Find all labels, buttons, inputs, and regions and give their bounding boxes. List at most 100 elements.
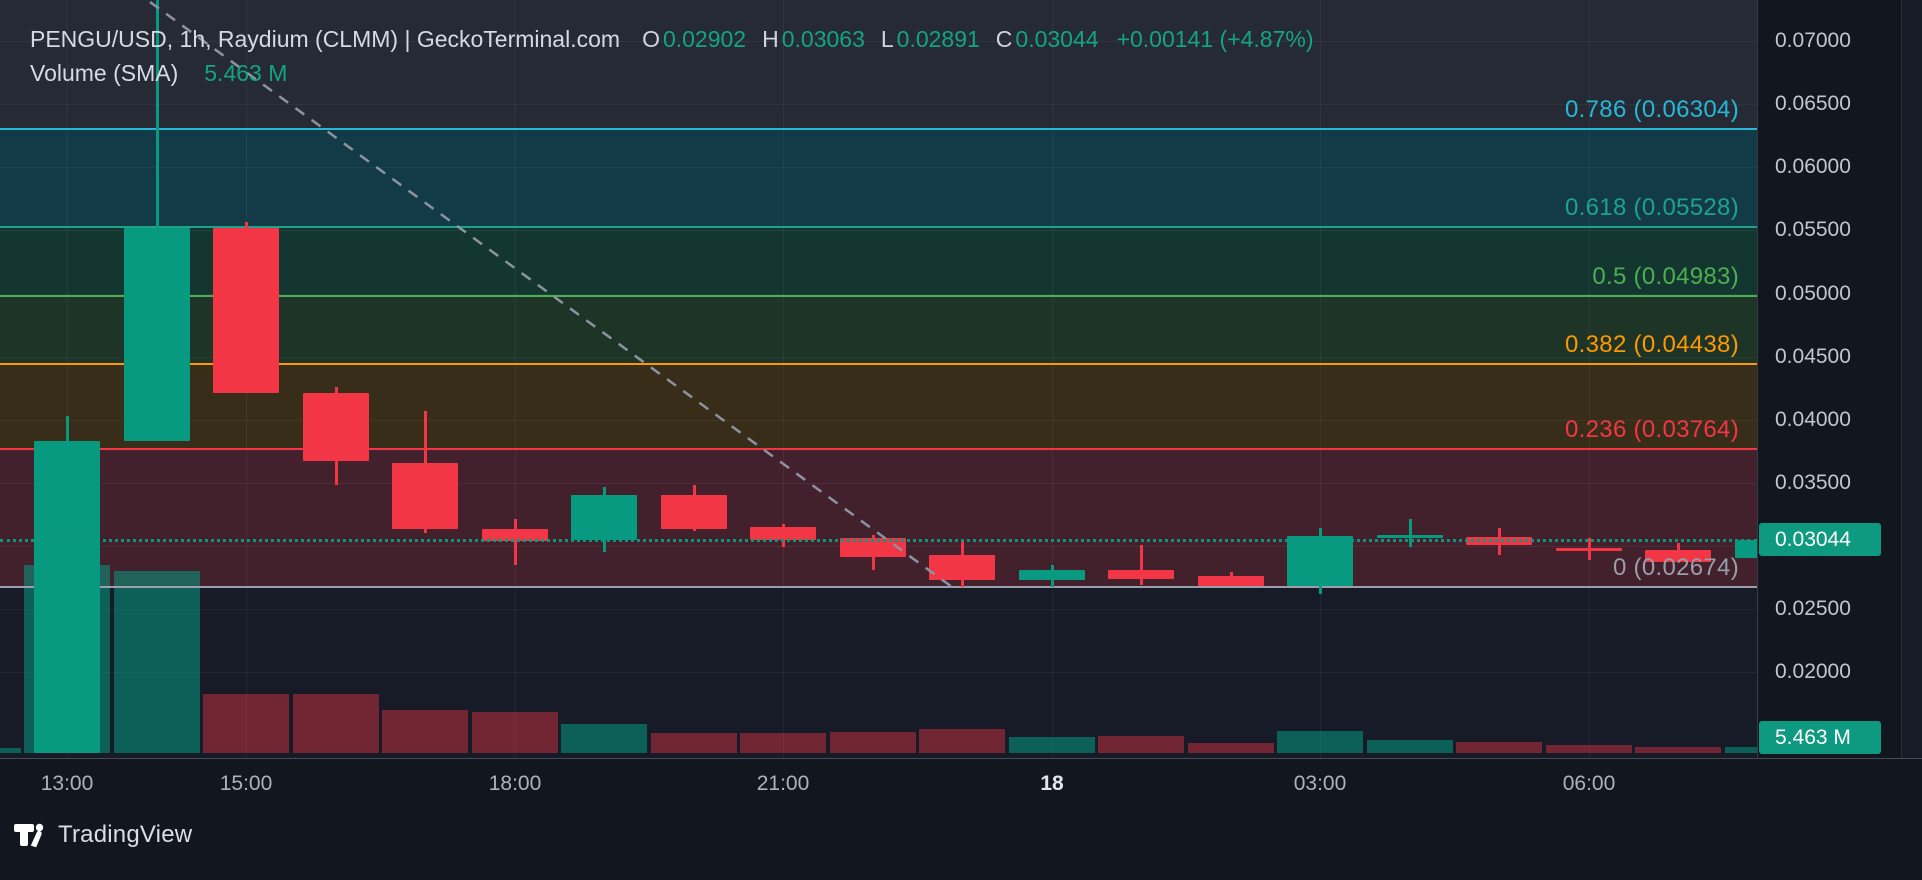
time-tick-label: 18:00 xyxy=(488,772,542,795)
price-tick-label: 0.06000 xyxy=(1775,155,1851,178)
candle-body xyxy=(661,495,727,529)
candle-body xyxy=(571,495,637,540)
price-tick-label: 0.05500 xyxy=(1775,218,1851,241)
candle-body xyxy=(1108,570,1174,579)
tradingview-logo-icon xyxy=(14,823,44,848)
candle-wick xyxy=(1140,545,1143,585)
symbol-legend-row: PENGU/USD, 1h, Raydium (CLMM) | GeckoTer… xyxy=(30,26,1314,53)
vertical-gridline xyxy=(515,0,516,758)
candle-body xyxy=(1198,576,1264,586)
volume-bar xyxy=(1188,743,1274,753)
volume-bar xyxy=(561,724,647,753)
fib-level-label-0.382: 0.382 (0.04438) xyxy=(1565,331,1739,358)
vertical-gridline xyxy=(67,0,68,758)
time-tick-label: 06:00 xyxy=(1562,772,1616,795)
price-tick-label: 0.02000 xyxy=(1775,660,1851,683)
volume-bar xyxy=(1367,740,1453,753)
horizontal-gridline xyxy=(0,672,1757,673)
ohlc-h: H 0.03063 xyxy=(762,26,865,52)
chart-pane[interactable]: PENGU/USD, 1h, Raydium (CLMM) | GeckoTer… xyxy=(0,0,1757,758)
volume-bar xyxy=(740,733,826,753)
volume-bar xyxy=(830,732,916,753)
last-price-line xyxy=(0,539,1757,542)
horizontal-gridline xyxy=(0,483,1757,484)
time-tick-label: 18 xyxy=(1040,772,1064,795)
tradingview-wordmark: TradingView xyxy=(58,821,193,848)
candle-body xyxy=(1287,536,1353,586)
fib-level-label-0.786: 0.786 (0.06304) xyxy=(1565,96,1739,123)
price-tick-label: 0.06500 xyxy=(1775,92,1851,115)
time-tick-label: 03:00 xyxy=(1293,772,1347,795)
fib-level-line-0[interactable] xyxy=(0,586,1757,588)
time-tick-label: 21:00 xyxy=(756,772,810,795)
horizontal-gridline xyxy=(0,420,1757,421)
price-tick-label: 0.07000 xyxy=(1775,29,1851,52)
candle-body xyxy=(1019,570,1085,580)
price-tick-label: 0.05000 xyxy=(1775,282,1851,305)
fib-level-label-0.236: 0.236 (0.03764) xyxy=(1565,416,1739,443)
volume-bar-partial xyxy=(0,748,21,753)
volume-bar xyxy=(114,571,200,753)
volume-bar xyxy=(1277,731,1363,753)
fib-level-line-0.236[interactable] xyxy=(0,448,1757,450)
ohlc-o: O 0.02902 xyxy=(642,26,747,52)
last-price-badge: 0.03044 xyxy=(1759,523,1881,556)
vertical-gridline xyxy=(1320,0,1321,758)
candle-body xyxy=(303,393,369,461)
volume-badge: 5.463 M xyxy=(1759,721,1881,754)
tradingview-logo[interactable]: TradingView xyxy=(14,820,192,850)
window-right-gutter xyxy=(1901,0,1922,810)
candle-body xyxy=(213,228,279,393)
fib-level-label-0: 0 (0.02674) xyxy=(1612,554,1739,581)
horizontal-gridline xyxy=(0,609,1757,610)
candle-body xyxy=(1645,550,1711,562)
time-tick-label: 13:00 xyxy=(40,772,94,795)
fib-band-0.236-0 xyxy=(0,449,1757,587)
price-axis[interactable]: 0.03044 5.463 M 0.07000 0.06500 0.06000 0.0… xyxy=(1757,0,1902,758)
candle-body xyxy=(1735,540,1757,558)
vertical-gridline xyxy=(783,0,784,758)
volume-bar xyxy=(472,712,558,753)
volume-bar xyxy=(1098,736,1184,753)
candle-wick xyxy=(514,519,517,565)
chart-legend: PENGU/USD, 1h, Raydium (CLMM) | GeckoTer… xyxy=(30,26,1314,94)
candle-body xyxy=(1556,548,1622,551)
volume-bar xyxy=(1546,745,1632,753)
candle-body xyxy=(34,441,100,753)
candle-wick xyxy=(1409,519,1412,547)
volume-bar xyxy=(293,694,379,753)
candle-body xyxy=(392,463,458,529)
volume-bar xyxy=(1009,737,1095,753)
fib-band-0.786-0.618 xyxy=(0,129,1757,227)
horizontal-gridline xyxy=(0,104,1757,105)
symbol-title[interactable]: PENGU/USD, 1h, Raydium (CLMM) | GeckoTer… xyxy=(30,26,621,52)
volume-bar xyxy=(1456,742,1542,753)
price-tick-label: 0.03500 xyxy=(1775,471,1851,494)
volume-bar xyxy=(203,694,289,753)
ohlc-values: O 0.02902 H 0.03063 L 0.02891 C 0.03044 xyxy=(642,26,1115,53)
price-tick-label: 0.04500 xyxy=(1775,345,1851,368)
indicator-value: 5.463 M xyxy=(204,60,288,86)
fib-level-label-0.5: 0.5 (0.04983) xyxy=(1592,263,1739,290)
price-tick-label: 0.02500 xyxy=(1775,597,1851,620)
ohlc-c: C 0.03044 xyxy=(995,26,1099,52)
price-tick-label: 0.04000 xyxy=(1775,408,1851,431)
vertical-gridline xyxy=(1589,0,1590,758)
ohlc-l: L 0.02891 xyxy=(880,26,980,52)
volume-bar xyxy=(651,733,737,753)
indicator-title[interactable]: Volume (SMA) xyxy=(30,60,179,86)
fib-level-line-0.786[interactable] xyxy=(0,128,1757,130)
horizontal-gridline xyxy=(0,167,1757,168)
candle-body xyxy=(929,555,995,580)
time-axis[interactable]: 13:00 15:00 18:00 21:00 18 03:00 06:00 xyxy=(0,758,1922,811)
fib-level-label-0.618: 0.618 (0.05528) xyxy=(1565,194,1739,221)
indicator-legend-row: Volume (SMA) 5.463 M xyxy=(30,60,1314,87)
price-change: +0.00141 (+4.87%) xyxy=(1116,26,1314,52)
volume-bar xyxy=(1635,747,1721,753)
vertical-gridline xyxy=(1052,0,1053,758)
candle-body xyxy=(1377,535,1443,538)
volume-bar xyxy=(919,729,1005,753)
candle-body xyxy=(124,228,190,441)
volume-bar xyxy=(1725,747,1757,753)
